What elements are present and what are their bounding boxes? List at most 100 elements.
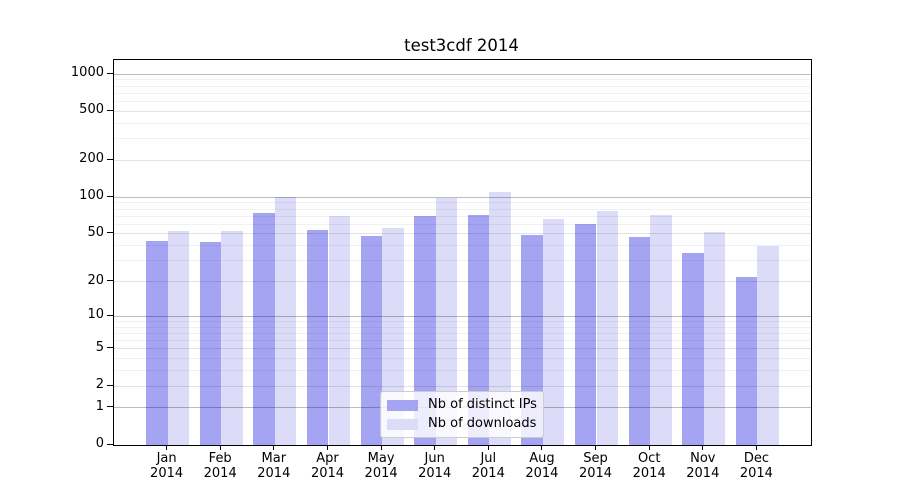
gridline-70 bbox=[114, 215, 811, 217]
gridline-200 bbox=[114, 159, 811, 161]
legend-swatch-distinct-ips bbox=[387, 399, 418, 411]
x-tick-label-jul: Jul 2014 bbox=[471, 451, 505, 481]
y-tick-label-200: 200 bbox=[79, 151, 104, 167]
x-tick-label-jun: Jun 2014 bbox=[418, 451, 452, 481]
x-tick-dec bbox=[755, 445, 757, 450]
bar-sep-distinct-ips bbox=[574, 224, 597, 445]
gridline-5 bbox=[114, 348, 811, 350]
bar-oct-distinct-ips bbox=[628, 237, 651, 445]
gridline-500 bbox=[114, 110, 811, 112]
x-tick-feb bbox=[219, 445, 221, 450]
gridline-7 bbox=[114, 332, 811, 334]
x-tick-sep bbox=[595, 445, 596, 450]
y-tick-200 bbox=[107, 158, 113, 160]
legend-item-distinct-ips: Nb of distinct IPs bbox=[387, 397, 537, 413]
gridline-800 bbox=[114, 85, 811, 87]
x-tick-aug bbox=[541, 445, 543, 450]
bar-dec-distinct-ips bbox=[735, 276, 758, 445]
gridline-100 bbox=[114, 196, 811, 198]
x-tick-label-jan: Jan 2014 bbox=[150, 451, 184, 481]
x-tick-apr bbox=[327, 445, 328, 450]
y-tick-50 bbox=[107, 232, 113, 234]
y-tick-20 bbox=[107, 280, 113, 282]
bar-aug-downloads bbox=[542, 219, 565, 445]
y-tick-500 bbox=[107, 109, 113, 111]
gridline-300 bbox=[114, 138, 811, 140]
y-tick-label-0: 0 bbox=[95, 436, 104, 451]
x-tick-may bbox=[380, 445, 382, 450]
bar-jun-distinct-ips bbox=[414, 216, 436, 445]
y-tick-1000 bbox=[107, 72, 113, 74]
gridline-2 bbox=[114, 385, 811, 387]
y-tick-label-1: 1 bbox=[95, 398, 104, 414]
y-tick-label-5: 5 bbox=[95, 339, 104, 355]
x-tick-label-oct: Oct 2014 bbox=[632, 451, 666, 481]
y-tick-label-50: 50 bbox=[87, 224, 104, 240]
gridline-600 bbox=[114, 101, 811, 102]
x-tick-jul bbox=[487, 445, 489, 450]
bar-jul-distinct-ips bbox=[467, 215, 490, 445]
plot-area bbox=[113, 59, 812, 446]
x-tick-jun bbox=[434, 445, 436, 450]
gridline-20 bbox=[114, 281, 811, 283]
gridline-30 bbox=[114, 260, 811, 262]
gridline-10 bbox=[114, 315, 811, 317]
y-tick-label-500: 500 bbox=[79, 102, 104, 118]
gridline-80 bbox=[114, 208, 811, 210]
bar-feb-distinct-ips bbox=[199, 241, 222, 445]
chart-title: test3cdf 2014 bbox=[404, 36, 519, 55]
x-tick-mar bbox=[273, 445, 275, 450]
bar-mar-downloads bbox=[274, 197, 297, 445]
y-tick-label-2: 2 bbox=[95, 377, 104, 392]
x-tick-jan bbox=[166, 445, 168, 450]
gridline-6 bbox=[114, 340, 811, 341]
x-tick-label-aug: Aug 2014 bbox=[525, 451, 559, 481]
x-tick-label-apr: Apr 2014 bbox=[310, 451, 345, 481]
gridline-50 bbox=[114, 233, 811, 235]
gridline-8 bbox=[114, 326, 811, 328]
bar-jun-downloads bbox=[435, 198, 458, 445]
bar-nov-distinct-ips bbox=[682, 252, 704, 445]
gridline-700 bbox=[114, 92, 811, 94]
bar-feb-downloads bbox=[221, 230, 243, 445]
bar-mar-distinct-ips bbox=[253, 212, 275, 445]
gridline-1000 bbox=[114, 73, 811, 75]
x-tick-label-feb: Feb 2014 bbox=[203, 451, 237, 481]
bar-sep-downloads bbox=[596, 210, 619, 445]
legend: Nb of distinct IPs Nb of downloads bbox=[380, 391, 544, 438]
bar-apr-downloads bbox=[328, 216, 351, 445]
x-tick-label-nov: Nov 2014 bbox=[686, 451, 720, 481]
bar-apr-distinct-ips bbox=[306, 229, 329, 445]
y-tick-label-100: 100 bbox=[79, 188, 104, 204]
gridline-90 bbox=[114, 202, 811, 204]
bar-may-downloads bbox=[382, 228, 404, 445]
y-tick-5 bbox=[107, 347, 113, 349]
y-tick-0 bbox=[107, 443, 113, 445]
legend-label-distinct-ips: Nb of distinct IPs bbox=[428, 397, 537, 412]
x-tick-label-sep: Sep 2014 bbox=[578, 451, 613, 481]
y-tick-10 bbox=[107, 314, 113, 316]
gridline-400 bbox=[114, 122, 811, 124]
legend-item-downloads: Nb of downloads bbox=[387, 416, 537, 432]
x-tick-label-dec: Dec 2014 bbox=[739, 451, 773, 481]
bar-jul-downloads bbox=[489, 192, 511, 445]
y-tick-label-10: 10 bbox=[87, 307, 104, 323]
x-tick-oct bbox=[648, 445, 650, 450]
y-tick-label-20: 20 bbox=[87, 272, 104, 288]
gridline-900 bbox=[114, 79, 811, 81]
bar-dec-downloads bbox=[757, 245, 779, 445]
gridline-4 bbox=[114, 358, 811, 360]
bar-jan-downloads bbox=[167, 230, 190, 445]
y-tick-100 bbox=[107, 195, 113, 197]
y-tick-label-1000: 1000 bbox=[70, 65, 104, 81]
gridline-60 bbox=[114, 223, 811, 225]
bar-jan-distinct-ips bbox=[146, 240, 168, 445]
legend-label-downloads: Nb of downloads bbox=[428, 416, 537, 431]
gridline-9 bbox=[114, 320, 811, 322]
x-tick-label-may: May 2014 bbox=[364, 451, 398, 481]
bar-oct-downloads bbox=[650, 215, 672, 445]
bar-may-distinct-ips bbox=[360, 236, 383, 445]
x-tick-label-mar: Mar 2014 bbox=[257, 451, 291, 481]
y-tick-1 bbox=[107, 406, 113, 408]
